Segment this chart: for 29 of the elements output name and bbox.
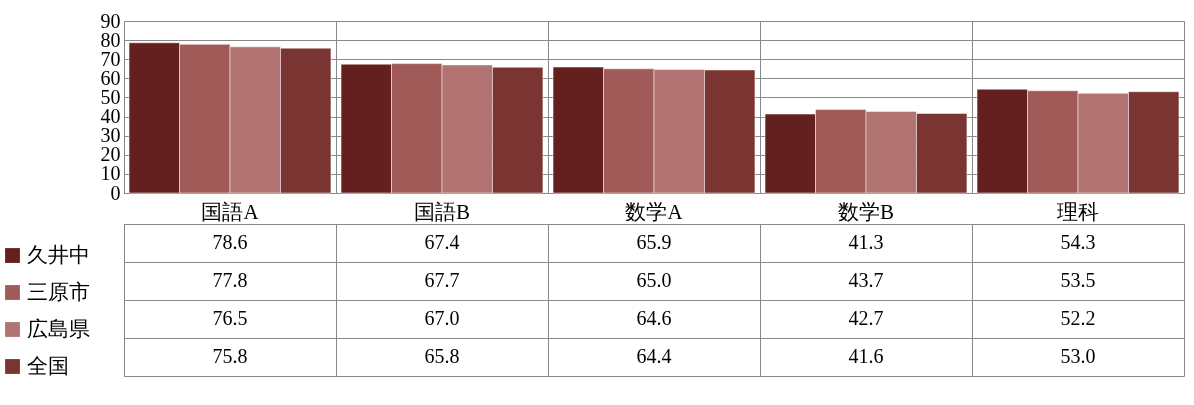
data-label: 64.6: [636, 307, 672, 329]
data-label: 43.7: [848, 269, 884, 291]
x-tick-label: 国語A: [201, 199, 260, 224]
legend-label: 三原市: [27, 279, 90, 304]
x-tick-label: 数学B: [837, 199, 895, 224]
legend-label: 全国: [27, 353, 69, 378]
data-label: 54.3: [1060, 231, 1096, 253]
data-label: 42.7: [848, 307, 884, 329]
data-label: 52.2: [1060, 307, 1096, 329]
x-tick-label: 国語B: [413, 199, 471, 224]
data-label: 41.3: [848, 231, 884, 253]
data-label: 67.7: [424, 269, 460, 291]
data-label: 53.5: [1060, 269, 1096, 291]
data-label: 76.5: [212, 307, 248, 329]
data-label: 65.8: [424, 345, 460, 367]
data-label: 53.0: [1060, 345, 1096, 367]
data-label: 67.4: [424, 231, 460, 253]
data-label: 41.6: [848, 345, 884, 367]
data-label: 65.0: [636, 269, 672, 291]
data-label: 75.8: [212, 345, 248, 367]
data-label: 65.9: [636, 231, 672, 253]
x-tick-label: 数学A: [625, 199, 684, 224]
data-label: 77.8: [212, 269, 248, 291]
data-label: 67.0: [424, 307, 460, 329]
legend-label: 久井中: [27, 242, 90, 267]
data-label: 78.6: [212, 231, 248, 253]
x-tick-label: 理科: [1057, 199, 1099, 224]
legend-label: 広島県: [27, 316, 90, 341]
data-label: 64.4: [636, 345, 672, 367]
